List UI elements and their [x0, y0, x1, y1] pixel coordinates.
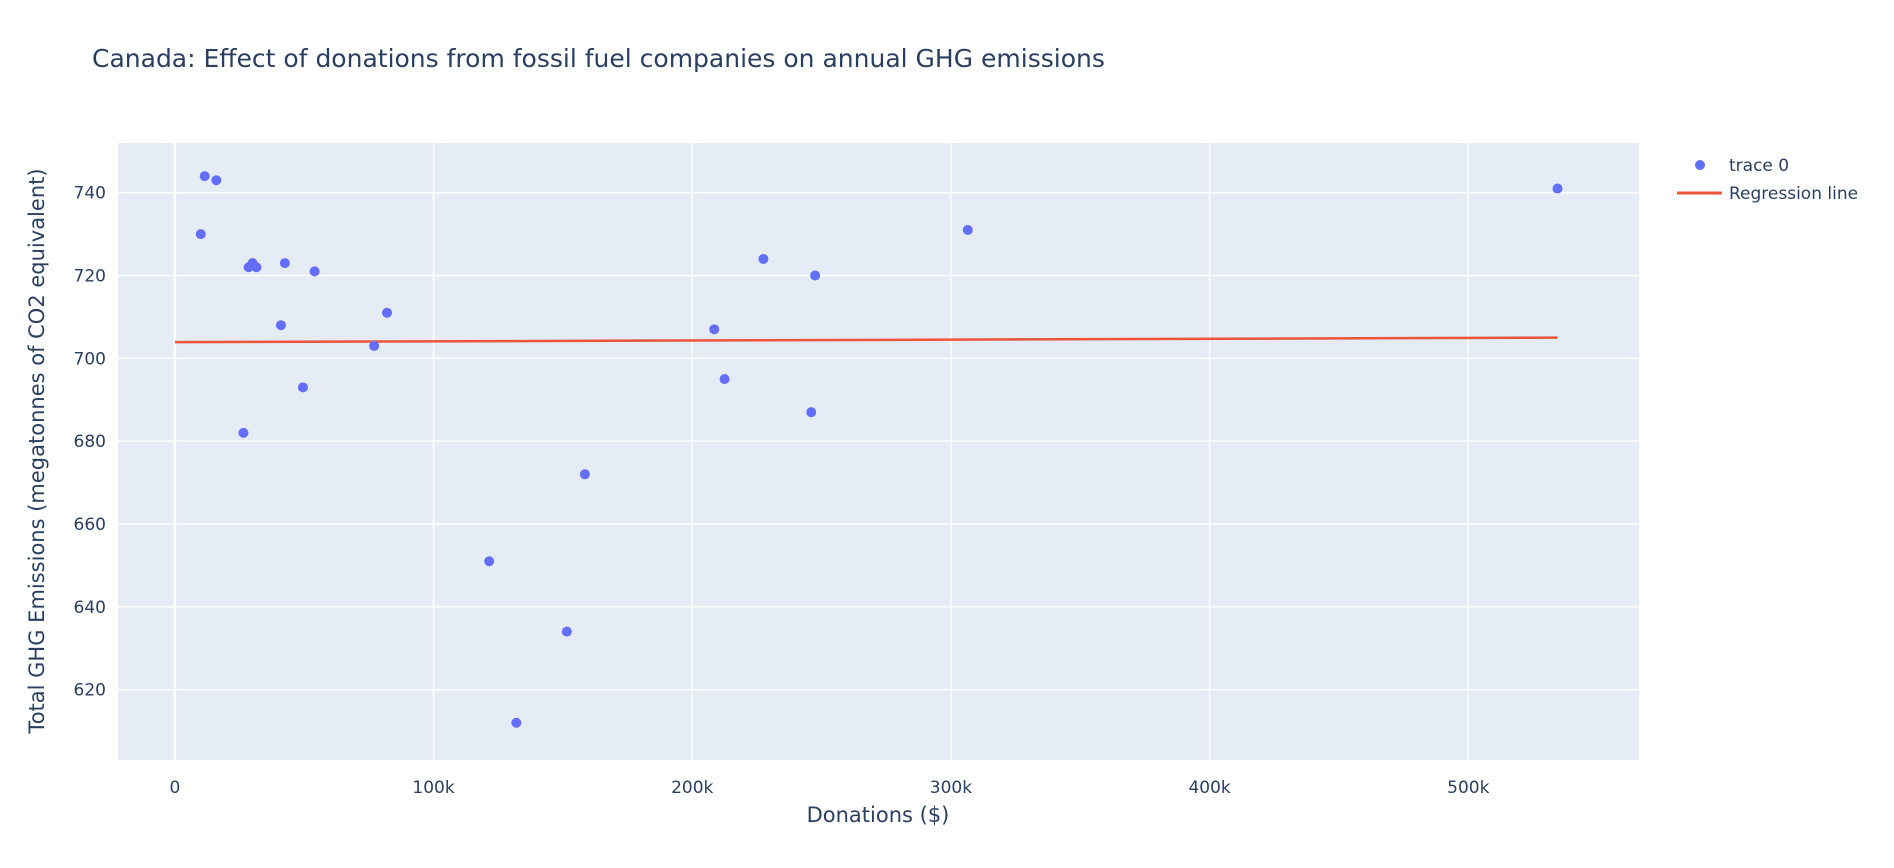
y-tick-label: 640 [74, 598, 106, 618]
data-point[interactable] [199, 171, 210, 182]
data-point[interactable] [806, 407, 817, 418]
y-tick-label: 740 [74, 184, 106, 204]
data-point[interactable] [484, 556, 495, 567]
data-point[interactable] [279, 258, 290, 269]
data-point[interactable] [195, 229, 206, 240]
regression-line [174, 336, 1558, 344]
legend[interactable]: trace 0 Regression line [1677, 156, 1858, 204]
y-axis-title: Total GHG Emissions (megatonnes of CO2 e… [25, 168, 49, 734]
y-tick-label: 620 [74, 681, 106, 701]
data-point[interactable] [709, 324, 720, 335]
chart-title: Canada: Effect of donations from fossil … [92, 44, 1105, 73]
scatter-points [195, 171, 1563, 728]
data-point[interactable] [309, 266, 320, 277]
x-axis-title: Donations ($) [807, 803, 950, 827]
x-tick-label: 300k [930, 778, 972, 798]
data-point[interactable] [211, 175, 222, 186]
y-axis-ticks: 620 640 660 680 700 720 740 [74, 184, 106, 701]
legend-marker-trace-0 [1695, 160, 1705, 170]
x-tick-label: 200k [671, 778, 713, 798]
data-point[interactable] [579, 469, 590, 480]
data-point[interactable] [511, 717, 522, 728]
legend-item-regression-line[interactable]: Regression line [1677, 184, 1858, 204]
data-point[interactable] [962, 224, 973, 235]
gridlines [118, 143, 1639, 760]
x-tick-label: 400k [1188, 778, 1230, 798]
data-point[interactable] [251, 262, 262, 273]
y-tick-label: 720 [74, 267, 106, 287]
data-point[interactable] [297, 382, 308, 393]
data-point[interactable] [561, 626, 572, 637]
data-point[interactable] [382, 307, 393, 318]
x-tick-label: 500k [1447, 778, 1489, 798]
x-axis-ticks: 0 100k 200k 300k 400k 500k [169, 778, 1489, 798]
legend-label-regression-line: Regression line [1729, 184, 1858, 204]
y-tick-label: 680 [74, 432, 106, 452]
legend-label-trace-0: trace 0 [1729, 156, 1789, 176]
regression-line-layer [174, 336, 1558, 344]
data-point[interactable] [369, 340, 380, 351]
data-point[interactable] [1552, 183, 1563, 194]
legend-item-trace-0[interactable]: trace 0 [1695, 156, 1789, 176]
plot-area [118, 143, 1639, 760]
data-point[interactable] [238, 427, 249, 438]
y-tick-label: 660 [74, 515, 106, 535]
data-point[interactable] [275, 320, 286, 331]
data-point[interactable] [758, 253, 769, 264]
x-tick-label: 0 [169, 778, 180, 798]
data-point[interactable] [719, 374, 730, 385]
y-tick-label: 700 [74, 349, 106, 369]
data-point[interactable] [810, 270, 821, 281]
x-tick-label: 100k [412, 778, 454, 798]
